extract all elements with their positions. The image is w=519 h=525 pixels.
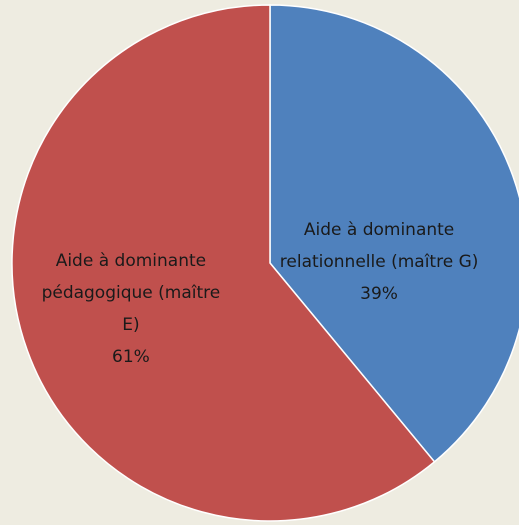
value-label: 61% <box>112 347 150 368</box>
pie-slice <box>11 4 436 522</box>
data-label: Aide à dominante pédagogique (maître E) 6… <box>31 245 231 373</box>
slice-label: Aide à dominante pédagogique (maître E) <box>41 251 221 336</box>
slice-label: Aide à dominante relationnelle (maître G… <box>279 219 479 272</box>
value-label: 39% <box>360 283 398 304</box>
data-label: Aide à dominante relationnelle (maître G… <box>279 214 479 310</box>
pie-slice <box>269 4 519 463</box>
